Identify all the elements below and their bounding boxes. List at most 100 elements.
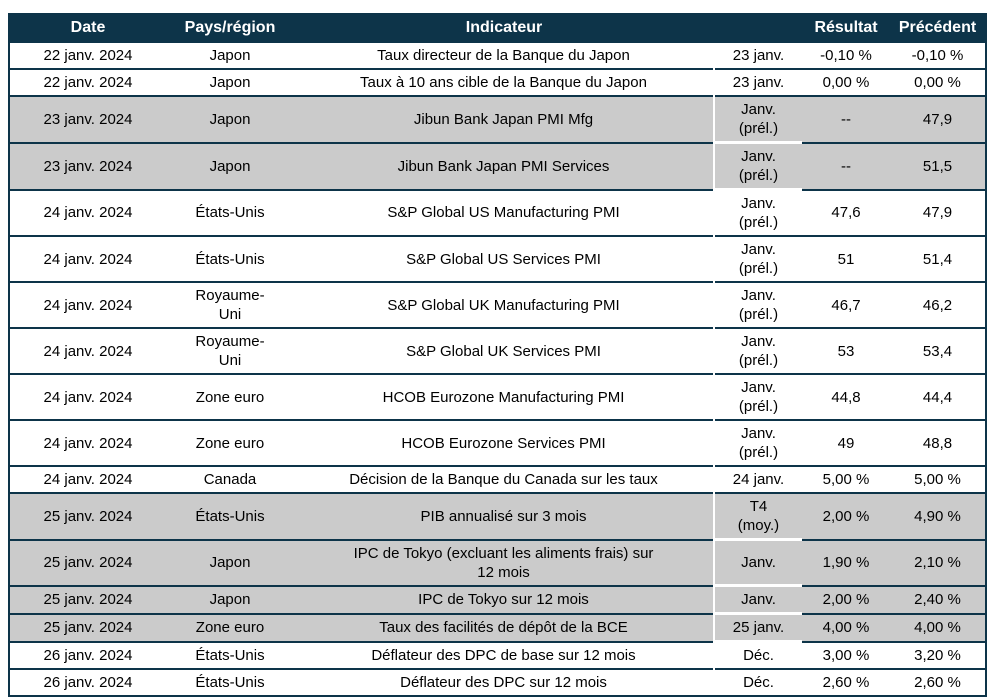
cell-period: Janv. (prél.) (713, 327, 802, 374)
cell-period: Janv. (prél.) (713, 373, 802, 420)
cell-period: 23 janv. (713, 68, 802, 96)
column-header-previous: Précédent (890, 14, 986, 42)
cell-result: 49 (802, 419, 890, 466)
cell-date: 23 janv. 2024 (9, 141, 166, 190)
cell-previous: 2,40 % (890, 584, 986, 614)
cell-period: Déc. (713, 640, 802, 669)
cell-region: Japon (166, 68, 294, 96)
cell-region: Zone euro (166, 419, 294, 466)
cell-indicator: Déflateur des DPC de base sur 12 mois (294, 640, 714, 669)
cell-previous: 4,00 % (890, 612, 986, 642)
cell-indicator: Déflateur des DPC sur 12 mois (294, 668, 714, 697)
header-row: Date Pays/région Indicateur Résultat Pré… (9, 14, 986, 42)
cell-indicator: Décision de la Banque du Canada sur les … (294, 465, 714, 493)
cell-region: États-Unis (166, 668, 294, 697)
cell-date: 25 janv. 2024 (9, 612, 166, 642)
cell-date: 24 janv. 2024 (9, 373, 166, 420)
cell-previous: 4,90 % (890, 492, 986, 540)
cell-date: 26 janv. 2024 (9, 668, 166, 697)
cell-date: 23 janv. 2024 (9, 95, 166, 143)
column-header-region: Pays/région (166, 14, 294, 42)
cell-indicator: S&P Global UK Services PMI (294, 327, 714, 374)
cell-indicator: PIB annualisé sur 3 mois (294, 492, 714, 540)
table-row: 24 janv. 2024 États-Unis S&P Global US S… (9, 235, 986, 282)
table-row: 24 janv. 2024 Royaume- Uni S&P Global UK… (9, 281, 986, 328)
cell-period: Janv. (prél.) (713, 188, 802, 236)
cell-previous: 51,5 (890, 141, 986, 190)
cell-indicator: S&P Global UK Manufacturing PMI (294, 281, 714, 328)
cell-region: États-Unis (166, 235, 294, 282)
cell-region: Canada (166, 465, 294, 493)
cell-region: Royaume- Uni (166, 281, 294, 328)
cell-period: Janv. (prél.) (713, 95, 802, 144)
cell-region: Japon (166, 584, 294, 614)
cell-date: 22 janv. 2024 (9, 68, 166, 96)
cell-indicator: IPC de Tokyo sur 12 mois (294, 584, 714, 614)
cell-region: Japon (166, 141, 294, 190)
cell-result: 53 (802, 327, 890, 374)
cell-period: 23 janv. (713, 41, 802, 69)
cell-previous: 44,4 (890, 373, 986, 420)
table-row: 25 janv. 2024 Japon IPC de Tokyo (exclua… (9, 538, 986, 587)
cell-period: Janv. (prél.) (713, 419, 802, 466)
cell-indicator: Taux à 10 ans cible de la Banque du Japo… (294, 68, 714, 96)
cell-date: 24 janv. 2024 (9, 419, 166, 466)
economic-calendar-report: Date Pays/région Indicateur Résultat Pré… (8, 13, 987, 697)
cell-result: 2,00 % (802, 584, 890, 614)
column-header-result: Résultat (802, 14, 890, 42)
table-row: 25 janv. 2024 États-Unis PIB annualisé s… (9, 492, 986, 541)
cell-previous: -0,10 % (890, 41, 986, 69)
cell-previous: 53,4 (890, 327, 986, 374)
cell-indicator: Jibun Bank Japan PMI Mfg (294, 95, 714, 143)
cell-date: 24 janv. 2024 (9, 188, 166, 236)
cell-date: 24 janv. 2024 (9, 281, 166, 328)
cell-period: Janv. (713, 584, 802, 615)
cell-previous: 5,00 % (890, 465, 986, 493)
cell-indicator: S&P Global US Services PMI (294, 235, 714, 282)
cell-indicator: Taux directeur de la Banque du Japon (294, 41, 714, 69)
cell-result: 1,90 % (802, 538, 890, 586)
table-row: 23 janv. 2024 Japon Jibun Bank Japan PMI… (9, 141, 986, 191)
cell-period: 24 janv. (713, 465, 802, 493)
cell-indicator: IPC de Tokyo (excluant les aliments frai… (294, 538, 714, 586)
cell-result: 44,8 (802, 373, 890, 420)
cell-result: 46,7 (802, 281, 890, 328)
table-row: 25 janv. 2024 Zone euro Taux des facilit… (9, 612, 986, 643)
cell-previous: 47,9 (890, 188, 986, 236)
table-row: 25 janv. 2024 Japon IPC de Tokyo sur 12 … (9, 584, 986, 615)
cell-result: 51 (802, 235, 890, 282)
economic-calendar-table: Date Pays/région Indicateur Résultat Pré… (8, 13, 987, 697)
cell-region: États-Unis (166, 492, 294, 540)
cell-period: 25 janv. (713, 612, 802, 643)
cell-result: 47,6 (802, 188, 890, 236)
cell-indicator: HCOB Eurozone Services PMI (294, 419, 714, 466)
table-row: 24 janv. 2024 Canada Décision de la Banq… (9, 465, 986, 493)
cell-period: T4 (moy.) (713, 492, 802, 541)
cell-indicator: Taux des facilités de dépôt de la BCE (294, 612, 714, 642)
cell-indicator: Jibun Bank Japan PMI Services (294, 141, 714, 190)
column-header-period (714, 14, 802, 42)
cell-region: États-Unis (166, 188, 294, 236)
cell-result: 0,00 % (802, 68, 890, 96)
cell-region: Japon (166, 538, 294, 586)
table-row: 26 janv. 2024 États-Unis Déflateur des D… (9, 668, 986, 697)
cell-region: Japon (166, 95, 294, 143)
cell-period: Janv. (prél.) (713, 235, 802, 282)
cell-period: Janv. (713, 538, 802, 587)
cell-region: Zone euro (166, 373, 294, 420)
table-row: 24 janv. 2024 États-Unis S&P Global US M… (9, 188, 986, 236)
cell-region: États-Unis (166, 640, 294, 669)
cell-period: Janv. (prél.) (713, 141, 802, 191)
cell-result: 3,00 % (802, 640, 890, 669)
cell-period: Janv. (prél.) (713, 281, 802, 328)
cell-previous: 51,4 (890, 235, 986, 282)
cell-result: 2,00 % (802, 492, 890, 540)
table-row: 22 janv. 2024 Japon Taux directeur de la… (9, 41, 986, 69)
cell-previous: 3,20 % (890, 640, 986, 669)
cell-result: 4,00 % (802, 612, 890, 642)
cell-date: 26 janv. 2024 (9, 640, 166, 669)
column-header-date: Date (9, 14, 166, 42)
cell-previous: 48,8 (890, 419, 986, 466)
cell-date: 25 janv. 2024 (9, 492, 166, 540)
table-row: 22 janv. 2024 Japon Taux à 10 ans cible … (9, 68, 986, 96)
